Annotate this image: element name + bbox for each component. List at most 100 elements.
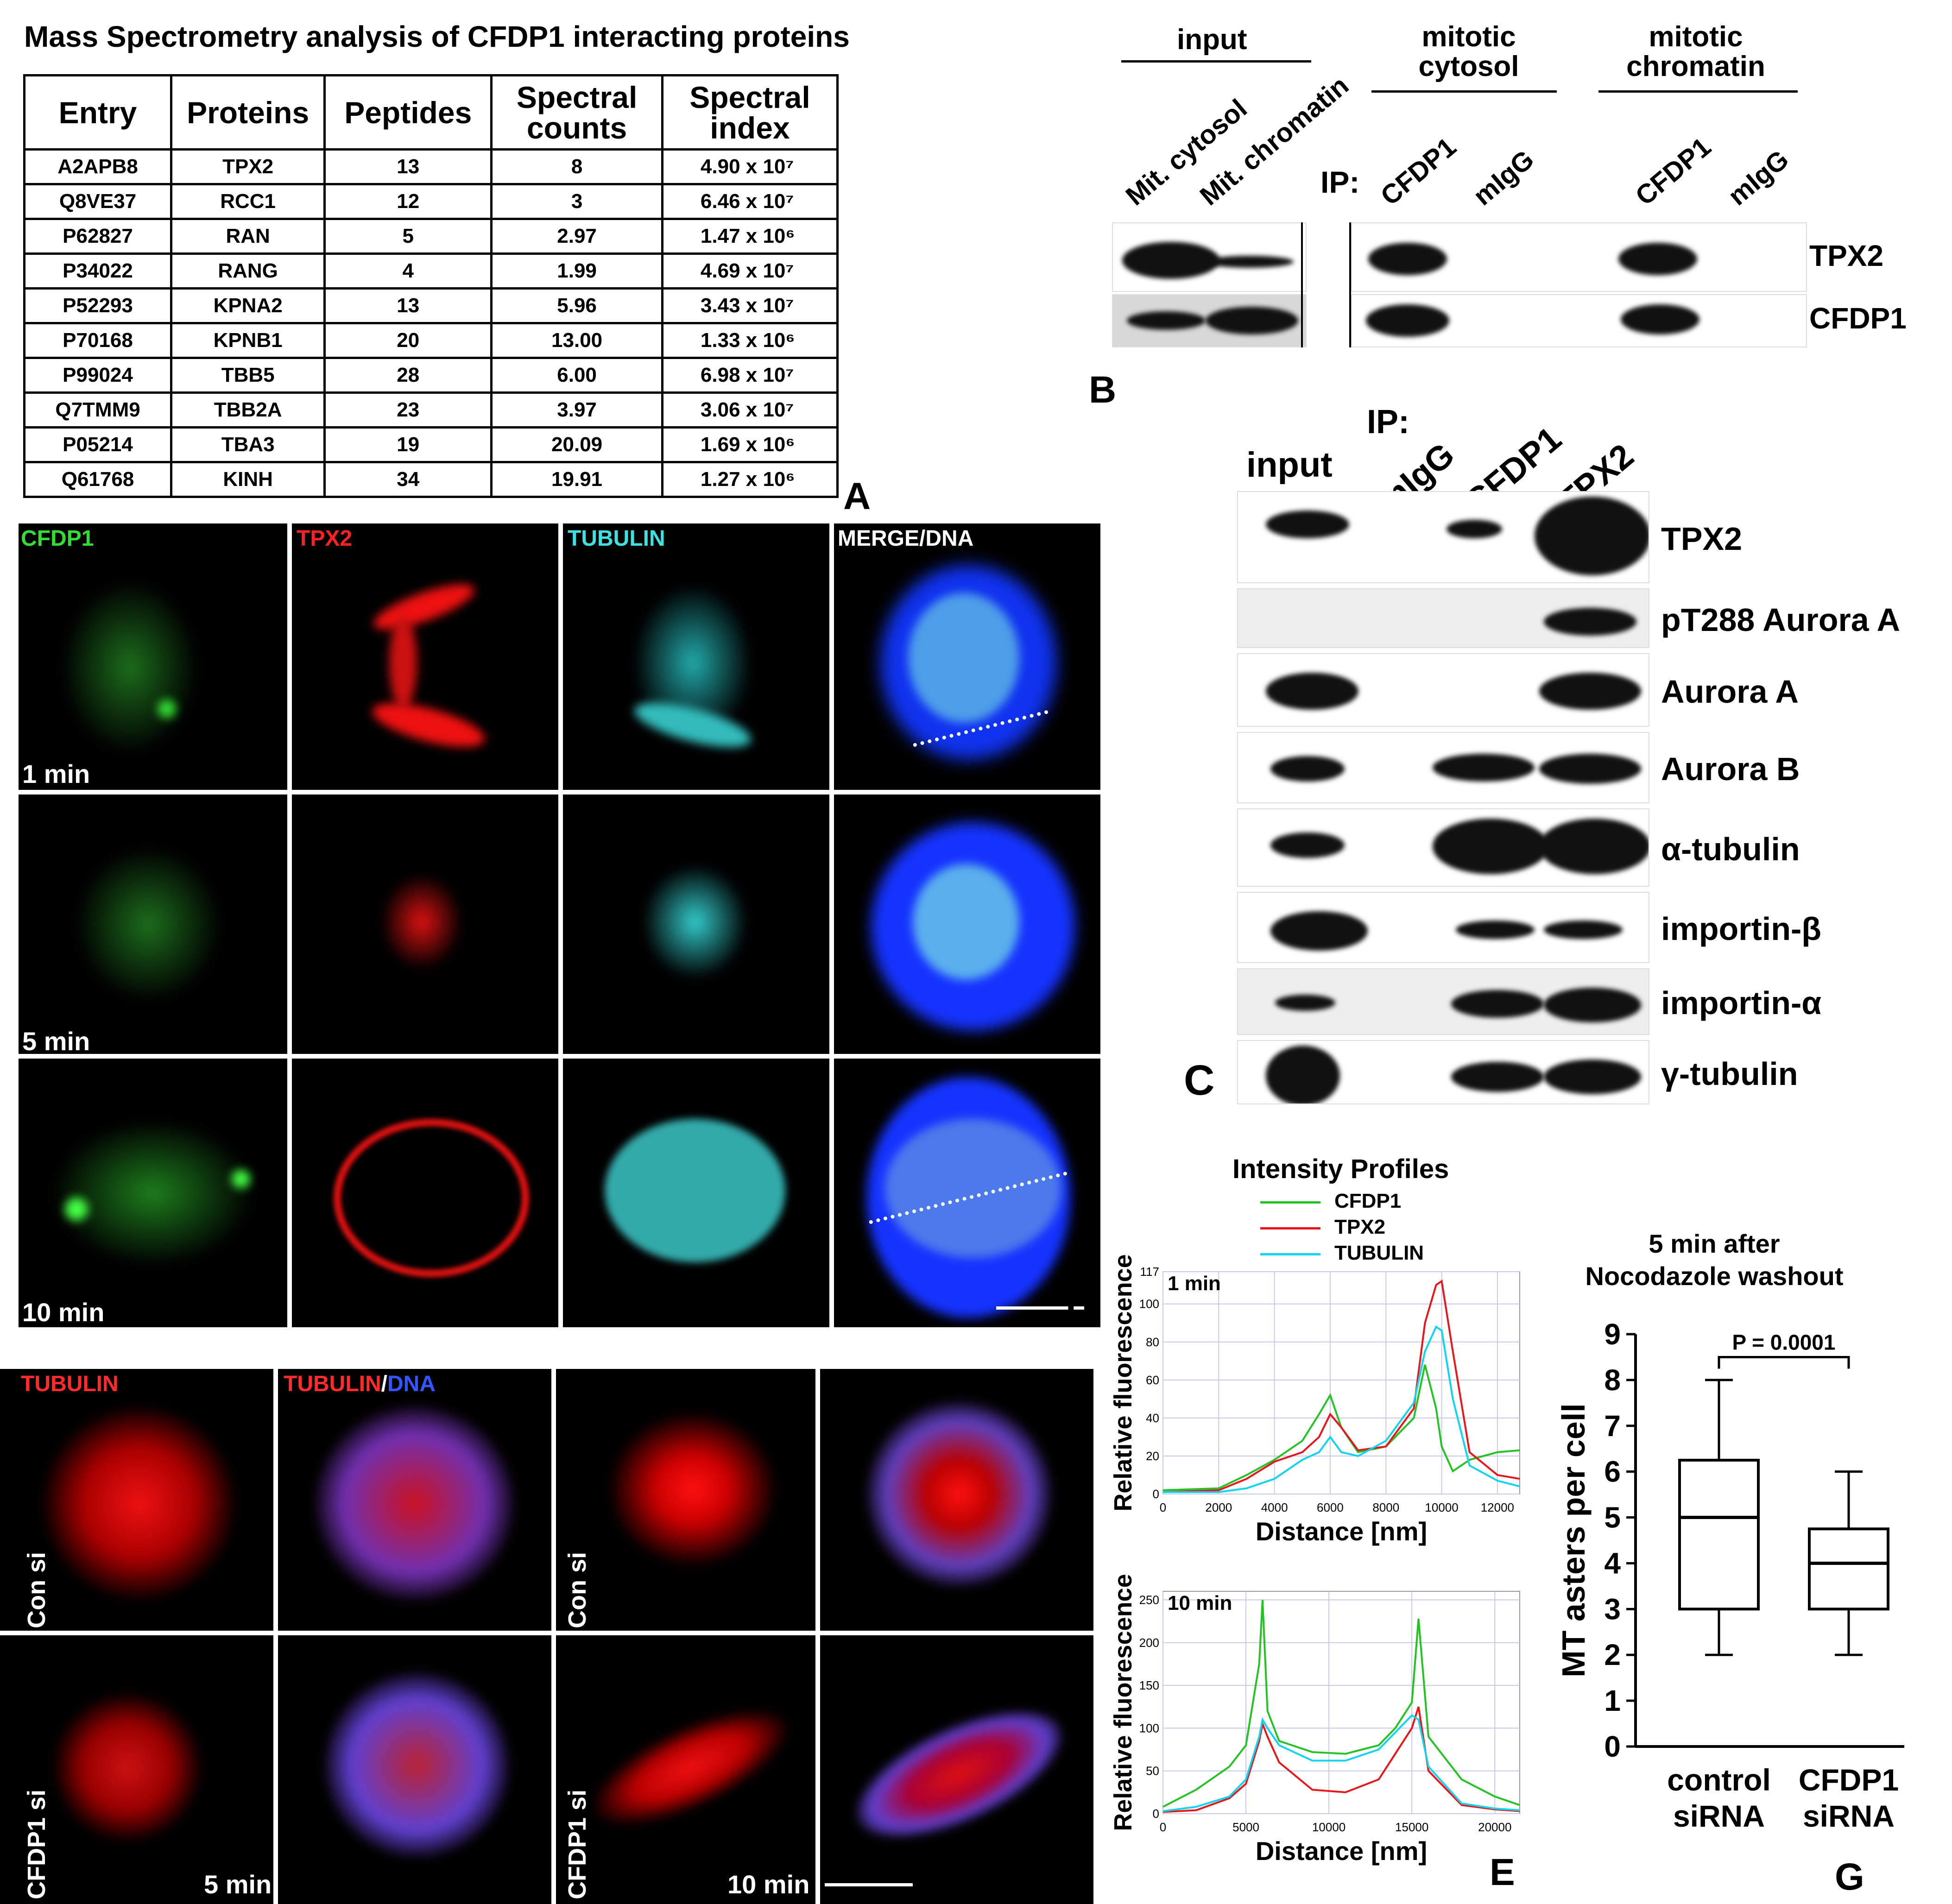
y-tick-label: 80 — [1146, 1335, 1159, 1349]
y-tick-label: 0 — [1604, 1730, 1621, 1763]
divider-b-1 — [1301, 222, 1303, 347]
intensity-plot-10min: 0 5000 10000 15000 20000 0 50 100 150 200 250 10 mi… — [1109, 1574, 1520, 1866]
row-label-b-tpx2: TPX2 — [1809, 239, 1884, 272]
table-cell: TBB2A — [170, 391, 326, 429]
table-cell: 13 — [323, 287, 493, 324]
series-line-tpx2 — [1162, 1706, 1520, 1813]
blot-c-row — [1237, 491, 1649, 583]
panel-a-letter: A — [843, 475, 871, 517]
y-axis-label: MT asters per cell — [1557, 1403, 1592, 1677]
panel-a-title: Mass Spectrometry analysis of CFDP1 inte… — [24, 20, 850, 53]
table-cell: 13.00 — [490, 322, 663, 359]
y-tick-label: 1 — [1604, 1684, 1621, 1717]
table-cell: P34022 — [23, 252, 173, 290]
time-label-1min: 1 min — [22, 759, 90, 788]
plot-time-label: 10 min — [1168, 1592, 1232, 1614]
table-cell: 4.69 x 10⁷ — [661, 252, 839, 290]
y-tick-label: 0 — [1153, 1807, 1159, 1821]
table-cell: 2.97 — [490, 218, 663, 255]
category-label: control — [1667, 1763, 1771, 1797]
blot-c-row — [1237, 1040, 1649, 1104]
y-tick-label: 2 — [1604, 1638, 1621, 1671]
series-line-tubulin — [1163, 1325, 1520, 1493]
x-axis-label: Distance [nm] — [1256, 1517, 1427, 1546]
micro-d-cfdp1-5min — [19, 794, 287, 1054]
table-row: P34022 RANG 4 1.99 4.69 x 10⁷ — [23, 252, 839, 290]
micro-f-cfdp1-tubulin-5min — [0, 1635, 273, 1904]
table-cell: A2APB8 — [23, 148, 173, 185]
category-label: CFDP1 — [1799, 1763, 1899, 1797]
group-rule-input — [1121, 60, 1311, 63]
row-label-c: γ-tubulin — [1661, 1055, 1798, 1092]
blot-b-ip-cfdp1 — [1351, 294, 1807, 347]
group-label-input: input — [1177, 24, 1247, 56]
table-cell: 1.33 x 10⁶ — [661, 322, 839, 359]
series-line-tpx2 — [1162, 1280, 1520, 1493]
table-cell: RAN — [170, 218, 326, 255]
table-cell: 1.99 — [490, 252, 663, 290]
blot-b-input-tpx2 — [1112, 222, 1307, 292]
x-tick-label: 5000 — [1232, 1820, 1259, 1834]
panel-g-letter: G — [1835, 1856, 1864, 1898]
table-cell: Q8VE37 — [23, 183, 173, 220]
blot-c-row — [1237, 968, 1649, 1035]
micro-d-tpx2-5min — [292, 794, 558, 1054]
y-tick-label: 5 — [1604, 1501, 1621, 1534]
micro-d-tubulin-5min — [563, 794, 829, 1054]
micro-f-cfdp1-merge-10min — [820, 1635, 1093, 1904]
micro-f-cfdp1-merge-5min — [278, 1635, 551, 1904]
y-tick-label: 40 — [1146, 1411, 1159, 1425]
y-tick-label: 100 — [1139, 1297, 1159, 1311]
row-label-f-con-2: Con si — [563, 1551, 591, 1628]
table-cell: 8 — [490, 148, 663, 185]
blot-c-row — [1237, 892, 1649, 963]
plot-frame — [1162, 1271, 1520, 1494]
y-tick-label: 7 — [1604, 1409, 1621, 1443]
time-label-10min: 10 min — [22, 1298, 105, 1327]
table-row: P70168 KPNB1 20 13.00 1.33 x 10⁶ — [23, 322, 839, 359]
row-label-f-con-1: Con si — [23, 1551, 51, 1628]
series-line-tubulin — [1162, 1714, 1520, 1812]
table-cell: 13 — [323, 148, 493, 185]
table-cell: KINH — [170, 461, 326, 498]
legend-item-tubulin: TUBULIN — [1260, 1240, 1424, 1266]
panel-c-letter: C — [1184, 1057, 1215, 1104]
micro-f-con-tubulin-5min — [0, 1369, 273, 1631]
x-tick-label: 0 — [1160, 1820, 1166, 1834]
y-tick-label: 0 — [1153, 1487, 1159, 1501]
table-cell: 5 — [323, 218, 493, 255]
lane-label-c-input: input — [1246, 445, 1333, 485]
scale-bar-f — [825, 1883, 913, 1886]
header-f-tubulin2: TUBULIN — [284, 1372, 381, 1396]
micro-d-tubulin-1min — [563, 523, 829, 790]
panel-e-letter: E — [1490, 1851, 1515, 1893]
table-cell: KPNA2 — [170, 287, 326, 324]
row-label-c: pT288 Aurora A — [1661, 601, 1901, 638]
blot-c-row — [1237, 732, 1649, 803]
table-cell: P52293 — [23, 287, 173, 324]
table-cell: 12 — [323, 183, 493, 220]
table-cell: 6.98 x 10⁷ — [661, 357, 839, 394]
table-cell: RANG — [170, 252, 326, 290]
micro-d-tubulin-10min — [563, 1059, 829, 1327]
table-cell: P70168 — [23, 322, 173, 359]
table-cell: RCC1 — [170, 183, 326, 220]
plot-time-label: 1 min — [1168, 1272, 1221, 1295]
x-tick-label: 4000 — [1261, 1501, 1288, 1514]
channel-label-merge: MERGE/DNA — [838, 526, 974, 551]
lane-label-b-cfdp1-2: CFDP1 — [1630, 132, 1717, 212]
table-cell: 3.97 — [490, 391, 663, 429]
table-cell: KPNB1 — [170, 322, 326, 359]
micro-d-merge-10min — [834, 1059, 1100, 1327]
table-cell: 1.47 x 10⁶ — [661, 218, 839, 255]
table-header-1: Proteins — [170, 74, 326, 151]
table-header-3: Spectral counts — [490, 74, 663, 151]
group-rule-chromatin — [1598, 90, 1798, 93]
table-row: A2APB8 TPX2 13 8 4.90 x 10⁷ — [23, 148, 839, 185]
row-label-b-cfdp1: CFDP1 — [1809, 302, 1907, 335]
lane-label-b-cfdp1-1: CFDP1 — [1375, 132, 1462, 212]
table-row: P99024 TBB5 28 6.00 6.98 x 10⁷ — [23, 357, 839, 394]
table-cell: 6.00 — [490, 357, 663, 394]
micro-f-con-tubulin-10min — [556, 1369, 815, 1631]
